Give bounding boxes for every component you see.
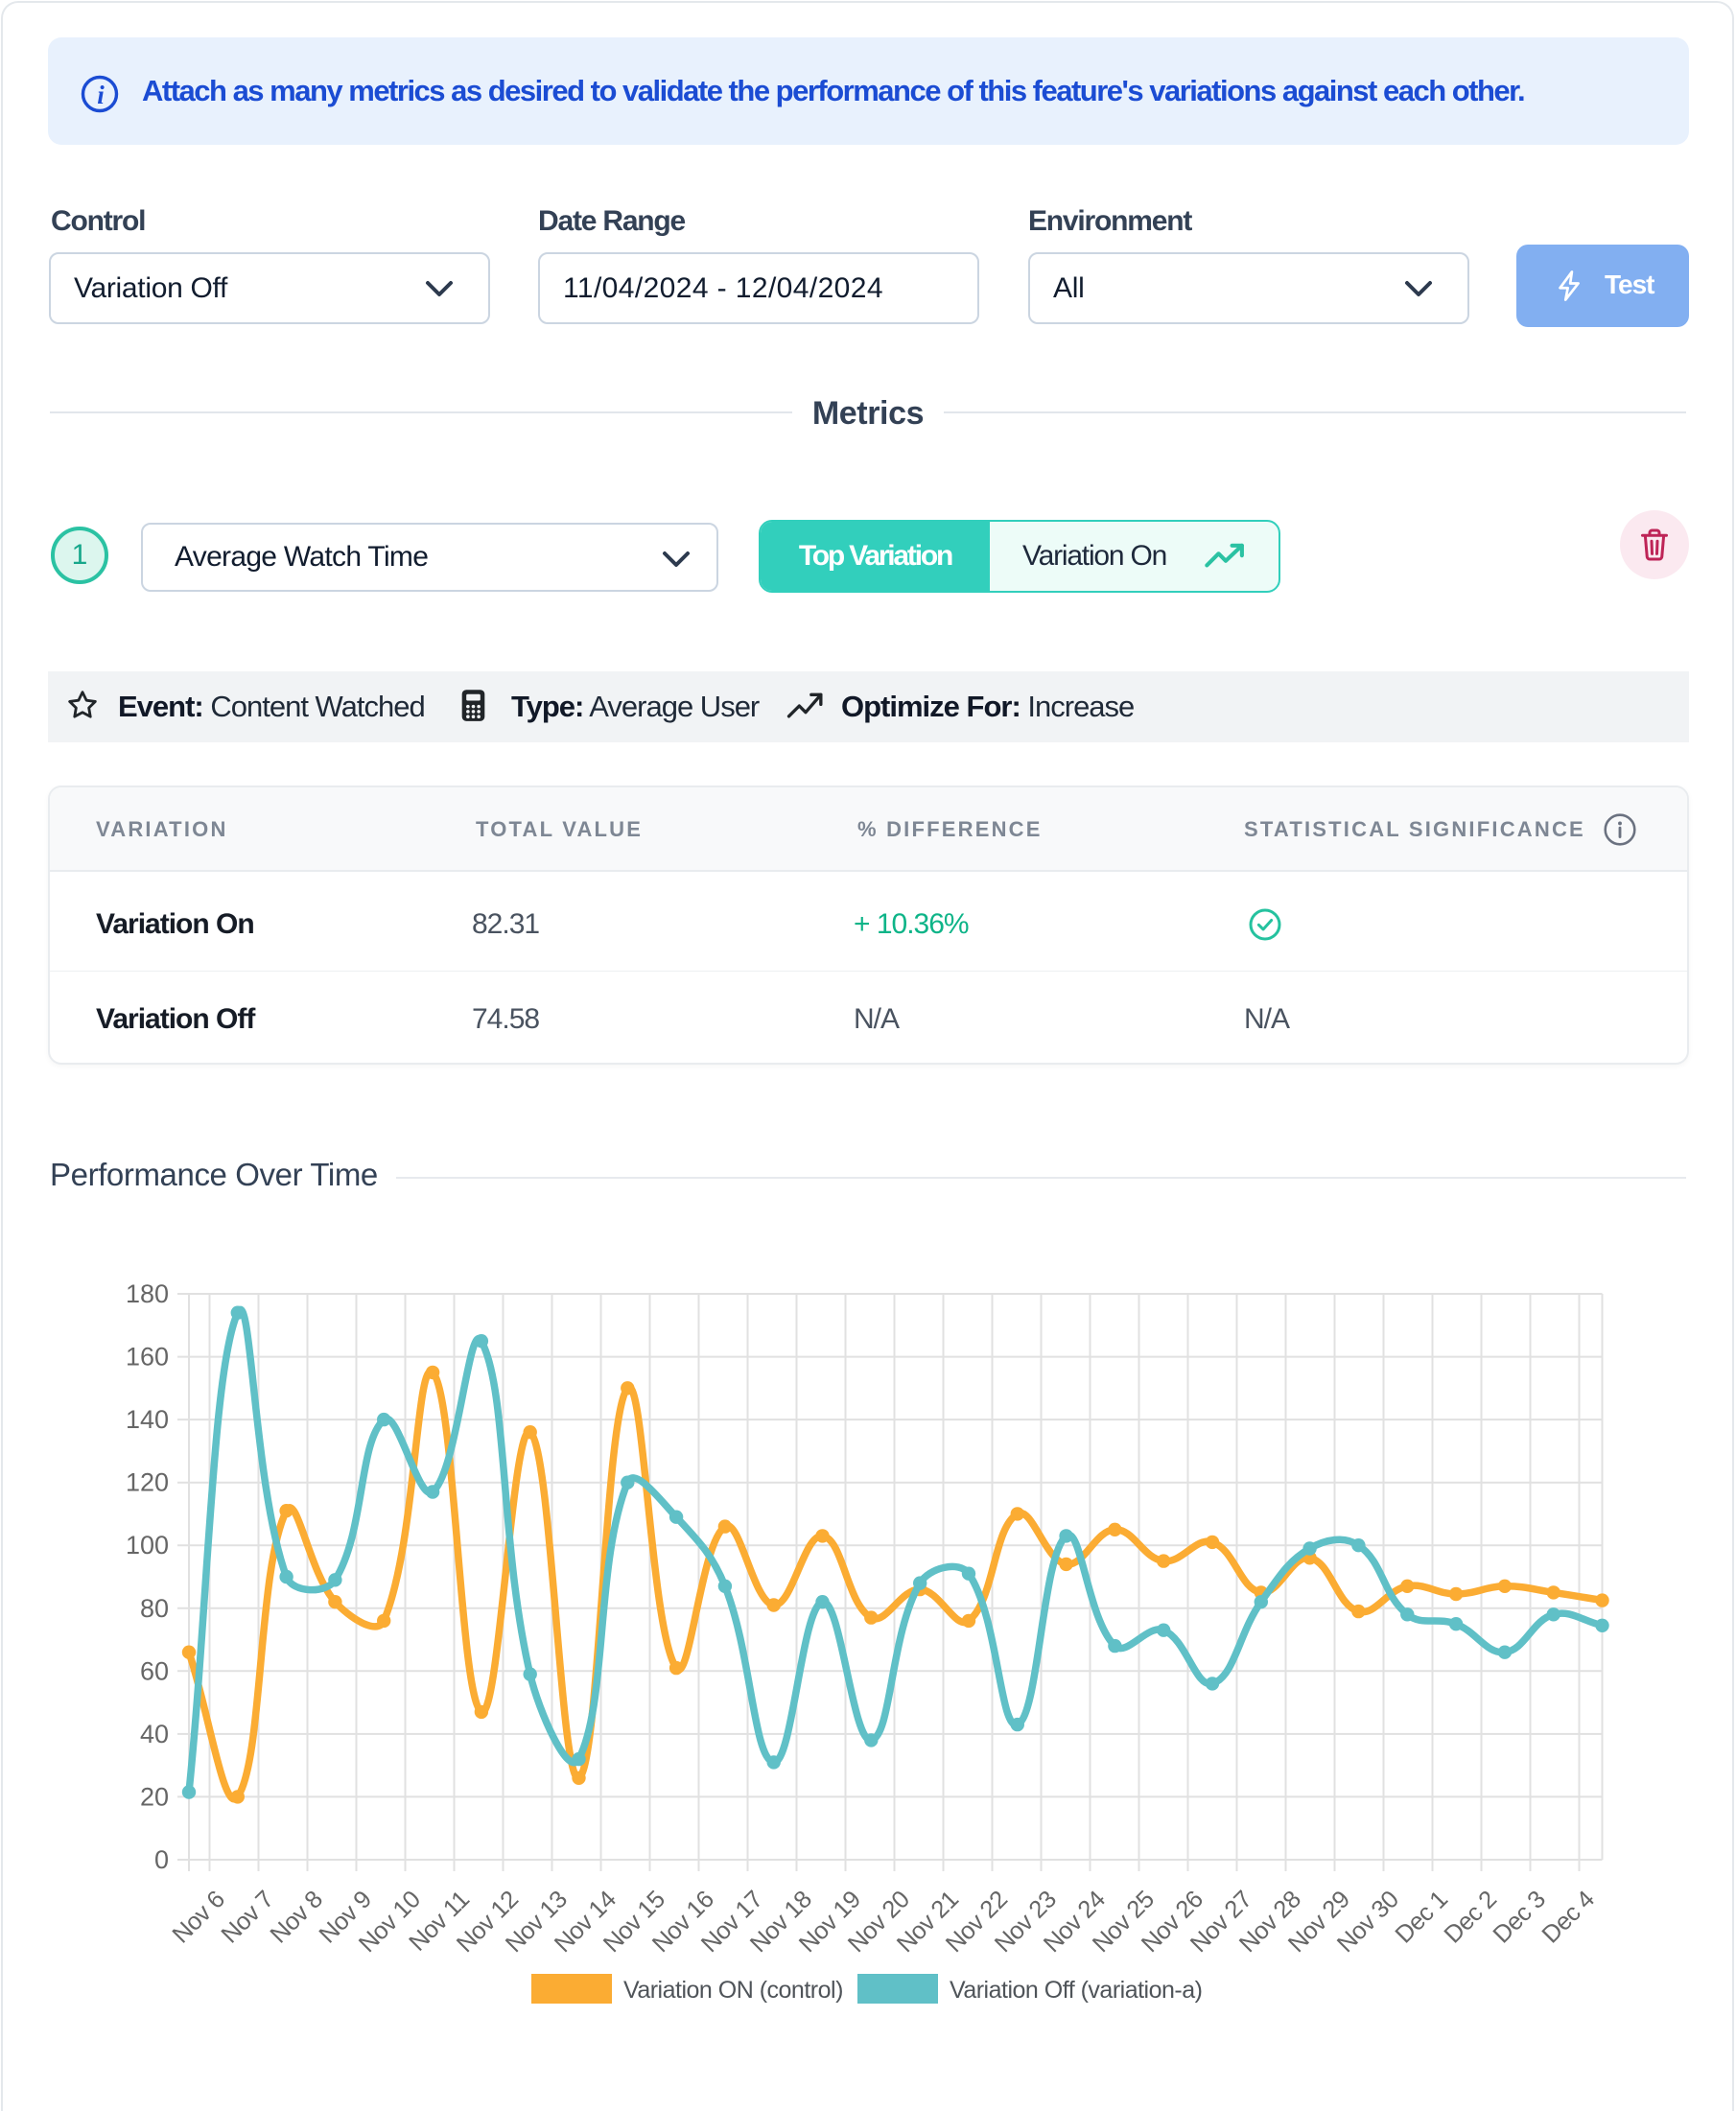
- svg-text:0: 0: [154, 1845, 169, 1874]
- svg-text:20: 20: [140, 1782, 169, 1811]
- svg-text:Nov 7: Nov 7: [217, 1886, 279, 1948]
- svg-text:Dec 3: Dec 3: [1489, 1886, 1551, 1948]
- svg-text:Variation ON (control): Variation ON (control): [623, 1977, 843, 2004]
- svg-text:60: 60: [140, 1656, 169, 1685]
- svg-text:100: 100: [126, 1531, 169, 1560]
- svg-text:Nov 8: Nov 8: [266, 1886, 328, 1948]
- svg-text:160: 160: [126, 1343, 169, 1372]
- svg-text:Dec 1: Dec 1: [1391, 1886, 1453, 1948]
- svg-text:Nov 6: Nov 6: [168, 1886, 230, 1948]
- svg-text:40: 40: [140, 1720, 169, 1748]
- svg-text:i: i: [97, 81, 105, 109]
- svg-text:180: 180: [126, 1279, 169, 1308]
- svg-text:Variation Off (variation-a): Variation Off (variation-a): [950, 1977, 1202, 2004]
- svg-text:Dec 4: Dec 4: [1537, 1886, 1600, 1948]
- svg-text:Dec 2: Dec 2: [1440, 1886, 1502, 1948]
- svg-text:120: 120: [126, 1468, 169, 1497]
- svg-text:80: 80: [140, 1594, 169, 1623]
- svg-text:140: 140: [126, 1405, 169, 1434]
